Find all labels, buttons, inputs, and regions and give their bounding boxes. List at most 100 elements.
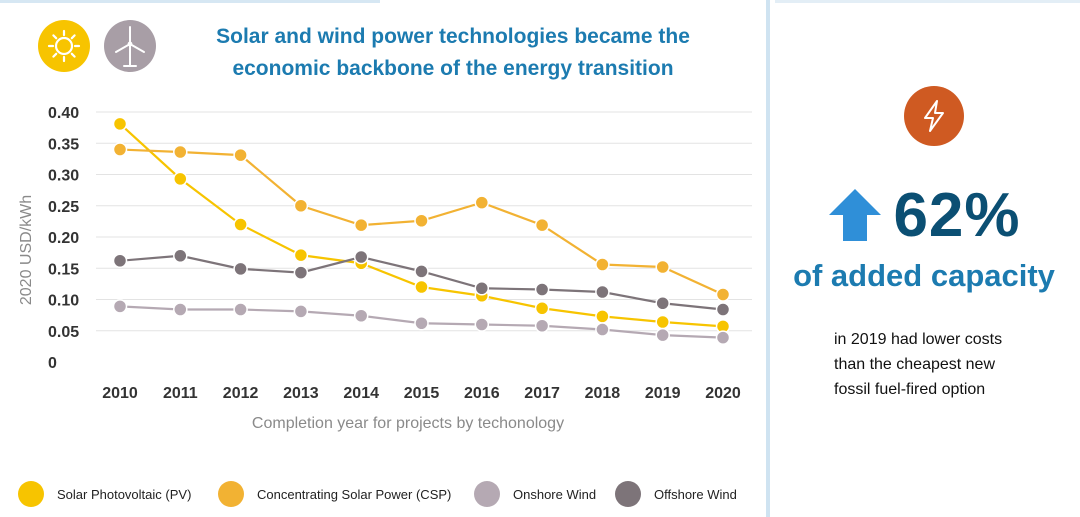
- legend-item: Solar Photovoltaic (PV): [18, 481, 191, 507]
- series-concentrating-solar-power-csp: [112, 142, 731, 302]
- legend-label: Solar Photovoltaic (PV): [57, 487, 191, 502]
- legend-item: Concentrating Solar Power (CSP): [218, 481, 451, 507]
- x-tick-label: 2018: [585, 385, 621, 402]
- data-point: [414, 316, 429, 331]
- legend-label: Concentrating Solar Power (CSP): [257, 487, 451, 502]
- x-tick-label: 2016: [464, 385, 500, 402]
- x-tick-label: 2020: [705, 385, 741, 402]
- x-tick-label: 2011: [163, 385, 198, 402]
- data-point: [534, 282, 550, 297]
- y-tick-label: 0.15: [48, 261, 79, 278]
- data-point: [715, 302, 731, 317]
- legend-label: Offshore Wind: [654, 487, 737, 502]
- legend-swatch: [218, 481, 244, 507]
- data-point: [112, 299, 128, 314]
- y-axis-label: 2020 USD/kWh: [18, 195, 35, 305]
- series-offshore-wind: [112, 248, 731, 317]
- x-tick-label: 2013: [283, 385, 319, 402]
- series-solar-photovoltaic-pv: [112, 116, 731, 334]
- stat-description-line: in 2019 had lower costs: [834, 331, 1003, 348]
- stat-description-line: fossil fuel-fired option: [834, 381, 986, 398]
- data-point: [595, 309, 610, 324]
- up-arrow-icon: [829, 189, 882, 241]
- x-axis-label: Completion year for projects by techonol…: [252, 415, 564, 432]
- series-lines: [112, 116, 731, 345]
- data-point: [414, 279, 429, 295]
- data-point: [414, 213, 429, 228]
- data-point: [173, 302, 188, 317]
- x-tick-label: 2015: [404, 385, 440, 402]
- chart-title-line-2: economic backbone of the energy transiti…: [232, 57, 673, 80]
- data-point: [293, 304, 309, 319]
- legend-item: Offshore Wind: [615, 481, 737, 507]
- legend-label: Onshore Wind: [513, 487, 596, 502]
- data-point: [655, 259, 670, 275]
- data-point: [534, 217, 550, 233]
- legend-swatch: [615, 481, 641, 507]
- stat-description-line: than the cheapest new: [834, 356, 996, 373]
- legend-swatch: [18, 481, 44, 507]
- data-point: [655, 327, 670, 343]
- y-tick-label: 0.20: [48, 230, 79, 247]
- y-axis-ticks: 0 0.05 0.10 0.15 0.20 0.25 0.30 0.35 0.40: [48, 105, 79, 372]
- stat-label: of added capacity: [793, 258, 1055, 293]
- data-point: [293, 198, 309, 213]
- x-tick-label: 2010: [102, 385, 138, 402]
- data-point: [233, 261, 248, 277]
- x-tick-label: 2014: [343, 385, 379, 402]
- y-tick-label: 0.05: [48, 324, 79, 341]
- series-onshore-wind: [112, 299, 731, 345]
- y-tick-label: 0: [48, 355, 57, 372]
- stat-value: 62%: [893, 180, 1021, 250]
- data-point: [595, 284, 610, 300]
- data-point: [293, 265, 309, 280]
- stat-description: in 2019 had lower costs than the cheapes…: [834, 327, 1074, 402]
- x-tick-label: 2017: [524, 385, 560, 402]
- data-point: [655, 296, 670, 311]
- top-accent-bar: [0, 0, 380, 3]
- data-point: [293, 247, 309, 263]
- data-point: [233, 147, 248, 163]
- legend: Solar Photovoltaic (PV) Concentrating Sol…: [18, 481, 737, 507]
- data-point: [534, 318, 550, 333]
- chart: Solar and wind power technologies became…: [18, 20, 752, 507]
- data-point: [173, 248, 188, 263]
- stat-row: 62%: [768, 180, 1080, 250]
- data-point: [112, 142, 128, 157]
- chart-title-line-1: Solar and wind power technologies became…: [216, 25, 690, 48]
- data-point: [595, 257, 610, 272]
- data-point: [474, 317, 490, 332]
- legend-swatch: [474, 481, 500, 507]
- y-tick-label: 0.30: [48, 168, 79, 185]
- data-point: [353, 308, 369, 323]
- top-accent-bar-right: [775, 0, 1080, 3]
- data-point: [233, 302, 248, 317]
- data-point: [353, 249, 369, 265]
- sun-icon: [38, 20, 90, 72]
- wind-turbine-icon: [104, 20, 156, 72]
- y-tick-label: 0.35: [48, 136, 79, 153]
- data-point: [474, 195, 490, 210]
- data-point: [655, 314, 670, 330]
- legend-item: Onshore Wind: [474, 481, 596, 507]
- data-point: [173, 171, 188, 187]
- data-point: [534, 301, 550, 316]
- data-point: [233, 217, 248, 232]
- data-point: [715, 287, 731, 302]
- data-point: [173, 144, 188, 160]
- x-tick-label: 2012: [223, 385, 259, 402]
- stat-panel: 62% of added capacity in 2019 had lower …: [768, 0, 1080, 517]
- y-tick-label: 0.10: [48, 293, 79, 310]
- lightning-bolt-icon: [904, 86, 964, 146]
- x-axis-ticks: 2010 2011 2012 2013 2014 2015 2016 2017 2018 2019…: [102, 385, 741, 402]
- x-tick-label: 2019: [645, 385, 681, 402]
- data-point: [112, 253, 128, 268]
- panel-divider: [766, 0, 770, 517]
- data-point: [595, 322, 610, 337]
- data-point: [715, 330, 731, 345]
- y-tick-label: 0.25: [48, 199, 79, 216]
- data-point: [414, 264, 429, 279]
- data-point: [353, 217, 369, 233]
- data-point: [112, 116, 128, 132]
- y-tick-label: 0.40: [48, 105, 79, 122]
